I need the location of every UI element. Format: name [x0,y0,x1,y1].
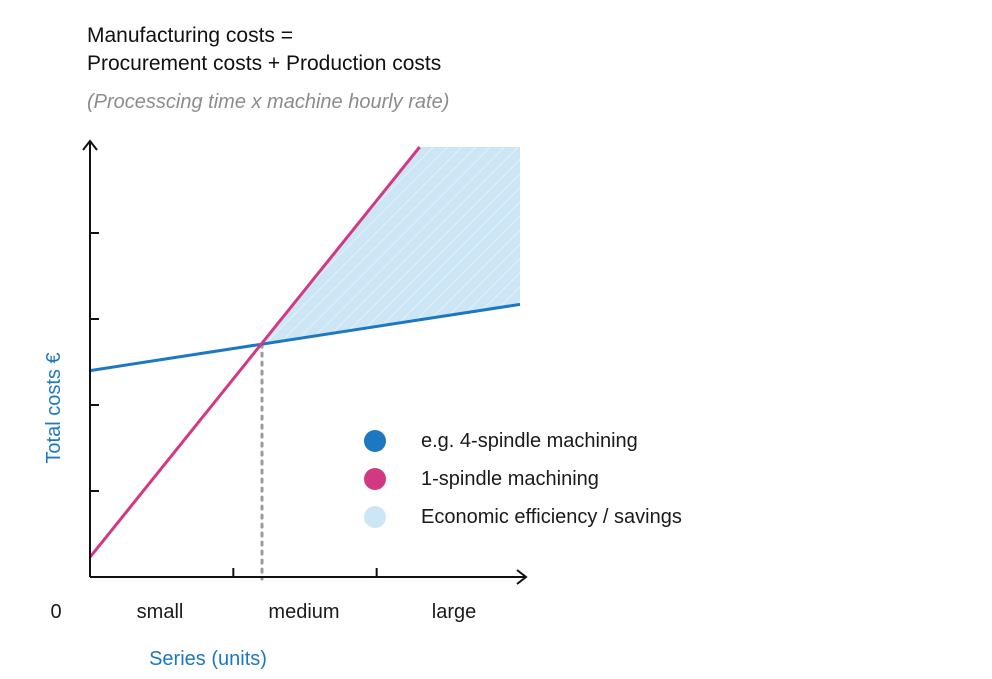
x-origin-label: 0 [50,601,61,623]
x-axis-title: Series (units) [149,648,267,670]
chart-title-block: Manufacturing costs = Procurement costs … [87,22,449,115]
x-axis-arrow [516,569,528,585]
savings-area [262,147,520,346]
x-tick-label: medium [268,601,339,623]
legend-label-savings: Economic efficiency / savings [421,505,682,528]
x-tick-label: large [432,601,476,623]
legend-label-4-spindle: e.g. 4-spindle machining [421,429,638,452]
legend-dot-1-spindle [364,468,386,490]
legend: e.g. 4-spindle machining 1-spindle machi… [364,422,682,536]
legend-item-4-spindle: e.g. 4-spindle machining [364,422,682,460]
y-axis-title: Total costs € [43,352,65,463]
series-line-4-spindle [89,302,521,373]
y-axis-arrow [82,139,98,151]
series-line-1-spindle [88,146,421,559]
legend-dot-4-spindle [364,430,386,452]
chart-title-line-2: Procurement costs + Production costs [87,52,442,75]
x-tick-label: small [137,601,184,623]
chart-subtitle: (Processcing time x machine hourly rate) [87,91,450,113]
legend-item-1-spindle: 1-spindle machining [364,460,682,498]
legend-item-savings: Economic efficiency / savings [364,498,682,536]
legend-label-1-spindle: 1-spindle machining [421,467,599,490]
chart-title-line-1: Manufacturing costs = [87,24,294,47]
legend-dot-savings [364,506,386,528]
